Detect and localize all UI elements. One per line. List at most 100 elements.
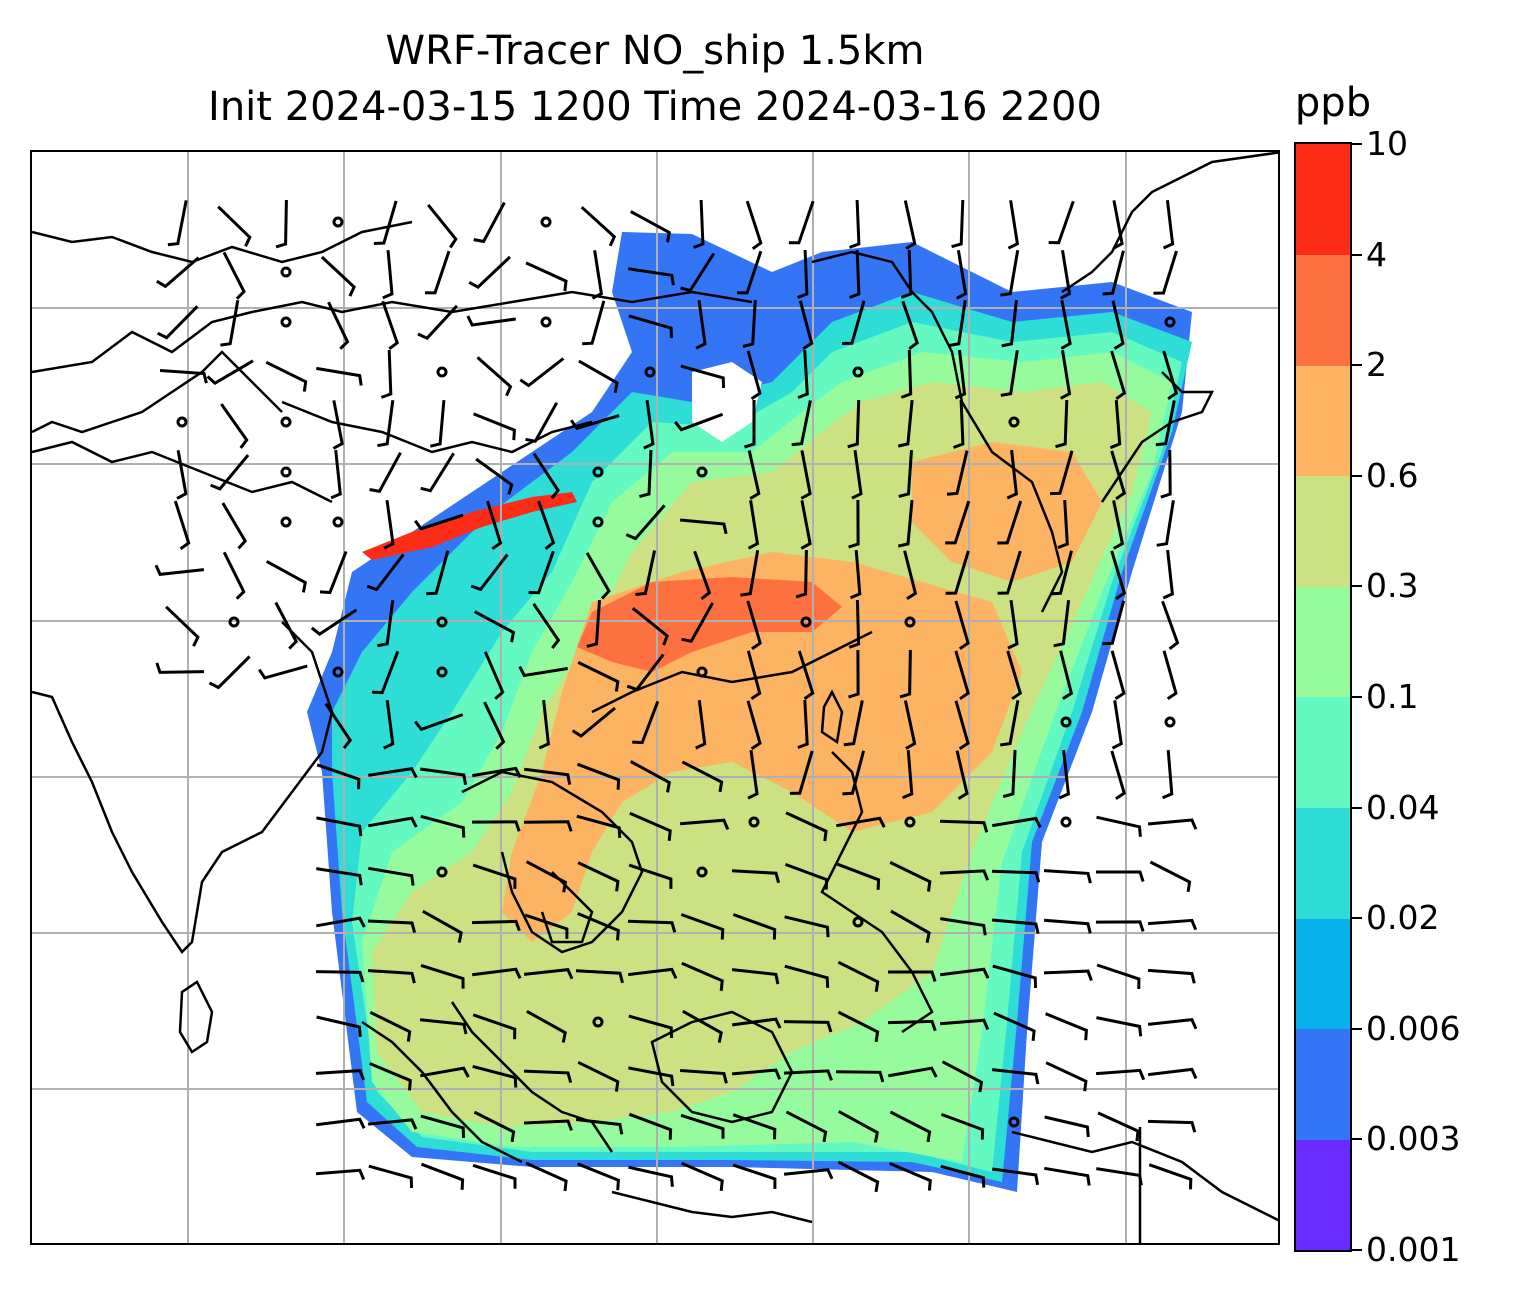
coastline-java	[611, 1190, 813, 1224]
wind-barb	[420, 452, 455, 493]
calm-wind-marker	[1164, 316, 1176, 328]
wind-barb	[956, 250, 968, 300]
colorbar-segment	[1296, 1028, 1350, 1140]
wind-barb	[848, 199, 861, 249]
wind-barb	[1057, 499, 1069, 549]
wind-barb	[524, 913, 569, 939]
wind-barb	[635, 550, 657, 596]
wind-barb	[1155, 400, 1176, 447]
calm-wind-marker	[1008, 416, 1020, 428]
field-level-4-streak	[362, 492, 577, 560]
wind-barb	[629, 210, 671, 243]
wind-barb	[483, 651, 505, 700]
wind-barb	[1053, 600, 1071, 648]
wind-barb	[427, 203, 458, 249]
coastline-new-guinea	[1011, 1130, 1278, 1222]
wind-barb	[1149, 860, 1192, 893]
wind-barb	[1156, 500, 1175, 547]
wind-barb	[693, 550, 712, 600]
wind-barb	[523, 820, 573, 832]
wind-barb	[575, 1118, 624, 1135]
wind-barb	[679, 1069, 728, 1084]
wind-barb	[576, 814, 622, 838]
wind-barb	[1147, 1067, 1198, 1080]
wind-barb	[159, 369, 208, 384]
wind-barb	[797, 349, 809, 399]
wind-barb	[156, 305, 199, 340]
wind-barb	[372, 650, 400, 695]
wind-barb	[939, 1018, 990, 1031]
coastline-taiwan	[820, 689, 844, 745]
wind-barb	[1109, 399, 1122, 450]
wind-barb	[744, 400, 756, 449]
colorbar-segment	[1296, 697, 1350, 809]
wind-barb	[939, 869, 989, 881]
wind-barb	[369, 451, 402, 493]
wind-barb	[472, 1013, 517, 1040]
wind-barb	[525, 402, 559, 443]
wind-barb	[628, 1112, 673, 1140]
wind-barb	[954, 600, 970, 650]
wind-barb	[1000, 350, 1019, 397]
wind-barb	[426, 550, 450, 596]
wind-barb	[472, 1163, 517, 1189]
wind-barb	[519, 357, 565, 388]
border-china-north	[32, 290, 753, 374]
wind-barb	[222, 551, 246, 600]
wind-barb	[1059, 250, 1072, 300]
coastline-thailand-gulf	[540, 871, 594, 944]
wind-barb	[842, 750, 866, 796]
calm-wind-marker	[904, 616, 916, 628]
wind-barb	[1110, 550, 1127, 601]
colorbar-tick	[1352, 364, 1362, 367]
wind-barb	[890, 909, 931, 943]
wind-barb	[992, 816, 1042, 828]
wind-barb	[420, 1162, 465, 1190]
wind-barb	[999, 700, 1020, 747]
calm-wind-marker	[1060, 716, 1072, 728]
wind-barb	[538, 699, 551, 750]
wind-barb	[217, 205, 252, 247]
wind-barb	[220, 300, 240, 347]
colorbar-unit-label: ppb	[1294, 80, 1372, 126]
calm-wind-marker	[176, 416, 188, 428]
coastline-japan	[1100, 371, 1215, 503]
wind-barb	[315, 970, 365, 983]
wind-barb	[737, 250, 763, 295]
colorbar-tick-label: 0.04	[1366, 787, 1440, 827]
wind-barb	[841, 300, 866, 345]
wind-barb	[679, 518, 728, 535]
wind-barb	[369, 1062, 412, 1091]
wind-barb	[221, 502, 248, 550]
wind-barb	[1162, 650, 1178, 700]
wind-barb	[897, 399, 914, 448]
wind-barb	[1162, 200, 1175, 250]
wind-barb	[368, 766, 418, 779]
wind-barb	[997, 550, 1022, 595]
coastline-sumatra	[361, 1020, 523, 1164]
wind-barb	[682, 1009, 723, 1043]
wind-barb	[1000, 250, 1020, 297]
wind-barb	[991, 918, 1040, 935]
wind-barb	[1096, 1016, 1143, 1037]
colorbar-segment	[1296, 254, 1350, 366]
calm-wind-marker	[228, 616, 240, 628]
wind-barb	[577, 912, 620, 941]
colorbar-tick	[1352, 917, 1362, 920]
wind-barb	[1147, 1119, 1197, 1133]
wind-barb	[1095, 1068, 1146, 1081]
wind-barb	[586, 599, 601, 648]
wind-barb	[532, 452, 560, 500]
wind-barb	[836, 816, 886, 828]
wind-barb	[429, 399, 446, 448]
colorbar-tick-label: 2	[1366, 345, 1387, 385]
wind-barb	[789, 750, 814, 795]
calm-wind-marker	[904, 816, 916, 828]
wind-barb	[784, 862, 829, 890]
wind-barb	[367, 1118, 418, 1130]
colorbar-tick	[1352, 1027, 1362, 1030]
field-level-2	[577, 577, 842, 672]
wind-barb	[1060, 350, 1072, 400]
wind-barb	[1097, 1111, 1140, 1142]
wind-barb	[1048, 200, 1075, 245]
